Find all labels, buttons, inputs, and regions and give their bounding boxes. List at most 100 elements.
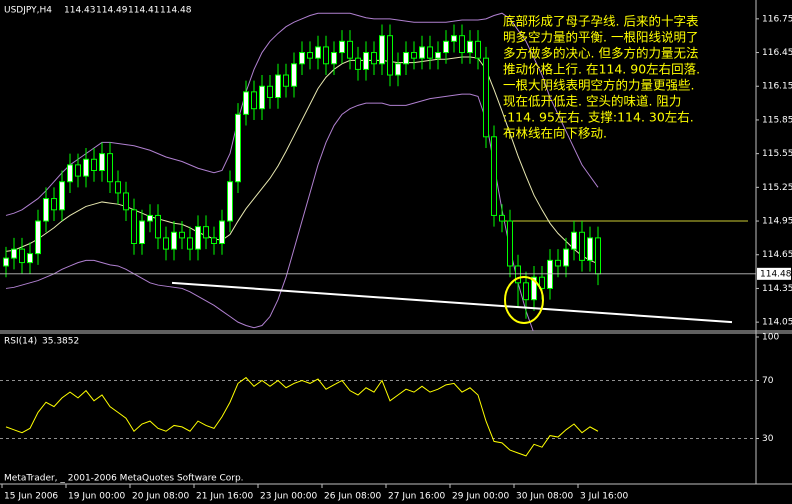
y-tick-label: 114.05 <box>762 318 792 328</box>
candle-body <box>555 259 561 267</box>
candle-body <box>19 248 25 264</box>
price-panel <box>0 12 756 331</box>
annotation-line: 明多空力量的平衡. 一根阳线说明了 <box>503 30 698 45</box>
candle-body <box>403 52 409 65</box>
x-tick-label: 15 Jun 2006 <box>4 492 58 502</box>
y-tick-label: 114.35 <box>762 284 792 294</box>
candle-body <box>195 226 201 250</box>
candle-body <box>235 113 241 183</box>
header-value: 114.48 <box>160 6 192 16</box>
candle-body <box>419 46 425 59</box>
y-tick-label: 115.85 <box>762 115 792 125</box>
y-tick-label: 70 <box>762 376 774 386</box>
candle-body <box>571 231 577 250</box>
candle-body <box>435 52 441 59</box>
x-tick-label: 21 Jun 16:00 <box>196 492 253 502</box>
annotation-line: 推动价格上行. 在114. 90左右回落. <box>503 62 700 77</box>
y-tick-label: 115.25 <box>762 183 792 193</box>
candle-body <box>331 52 337 65</box>
y-tick-label: 114.95 <box>762 217 792 227</box>
candle-body <box>539 276 545 289</box>
candle-body <box>91 158 97 171</box>
candle-body <box>579 231 585 261</box>
candle-body <box>363 52 369 70</box>
candle-body <box>451 35 457 42</box>
annotation-line: :114. 95左右. 支撑:114. 30左右. <box>503 110 694 125</box>
candle-body <box>531 276 537 301</box>
candle-body <box>275 74 281 98</box>
rsi-title: RSI(14) <box>4 337 37 347</box>
candle-body <box>499 214 505 222</box>
annotation-line: 现在低开低走. 空头的味道. 阻力 <box>503 94 681 109</box>
candle-body <box>299 52 305 65</box>
x-tick-label: 19 Jun 00:00 <box>68 492 125 502</box>
candle-body <box>3 257 9 267</box>
rsi-value: 35.3852 <box>42 337 79 347</box>
candle-body <box>179 231 185 239</box>
copyright: MetaTrader, _ 2001-2006 MetaQuotes Softw… <box>4 474 244 484</box>
y-tick-label: 116.45 <box>762 48 792 58</box>
candle-body <box>163 237 169 250</box>
candle-body <box>67 164 73 183</box>
candle-body <box>11 248 17 259</box>
candle-body <box>595 237 601 275</box>
candle-body <box>35 220 41 255</box>
y-tick-label: 100 <box>762 333 779 343</box>
y-tick-label: 30 <box>762 434 774 444</box>
y-tick-label: 116.15 <box>762 82 792 92</box>
x-tick-label: 23 Jun 00:00 <box>260 492 317 502</box>
candle-body <box>507 220 513 267</box>
rsi-line <box>5 376 599 457</box>
x-tick-label: 27 Jun 16:00 <box>388 492 445 502</box>
y-tick-label: 115.55 <box>762 149 792 159</box>
candle-body <box>187 237 193 250</box>
y-tick-label: 114.65 <box>762 250 792 260</box>
candle-body <box>291 63 297 87</box>
candle-body <box>483 57 489 138</box>
candle-body <box>59 181 65 211</box>
candle-body <box>491 136 497 216</box>
annotation-line: 多方做多的决心. 但多方的力量无法 <box>503 46 698 61</box>
symbol-title: USDJPY,H4 <box>4 6 52 16</box>
candle-body <box>547 259 553 289</box>
candle-body <box>371 52 377 65</box>
candle-body <box>131 209 137 245</box>
bollinger-band <box>5 56 599 265</box>
candle-body <box>379 35 385 65</box>
candle-body <box>99 153 105 171</box>
candle-body <box>43 198 49 222</box>
candle-body <box>515 265 521 284</box>
candle-body <box>283 74 289 87</box>
candle-body <box>171 231 177 250</box>
candle-body <box>347 40 353 59</box>
bollinger-band <box>5 93 534 331</box>
annotation-line: 底部形成了母子孕线. 后来的十字表 <box>503 14 699 29</box>
candle-body <box>27 253 33 264</box>
candle-body <box>315 46 321 59</box>
candle-body <box>139 220 145 245</box>
candle-body <box>427 46 433 59</box>
x-tick-label: 30 Jun 08:00 <box>516 492 573 502</box>
candle-body <box>587 237 593 261</box>
candle-body <box>243 91 249 115</box>
candle-body <box>395 63 401 76</box>
candle-body <box>475 40 481 59</box>
candle-body <box>227 181 233 222</box>
candle-body <box>523 282 529 301</box>
rsi-panel <box>0 376 756 457</box>
last-price-box <box>757 267 791 280</box>
candle-body <box>267 85 273 98</box>
candle-body <box>155 214 161 239</box>
candle-body <box>355 57 361 70</box>
candle-body <box>323 46 329 65</box>
y-tick-label: 116.75 <box>762 14 792 24</box>
candle-body <box>387 35 393 76</box>
candle-body <box>115 181 121 194</box>
x-tick-label: 20 Jun 08:00 <box>132 492 189 502</box>
candle-body <box>251 91 257 110</box>
candle-body <box>259 85 265 110</box>
highlight-circle <box>504 276 544 324</box>
candle-body <box>411 52 417 59</box>
